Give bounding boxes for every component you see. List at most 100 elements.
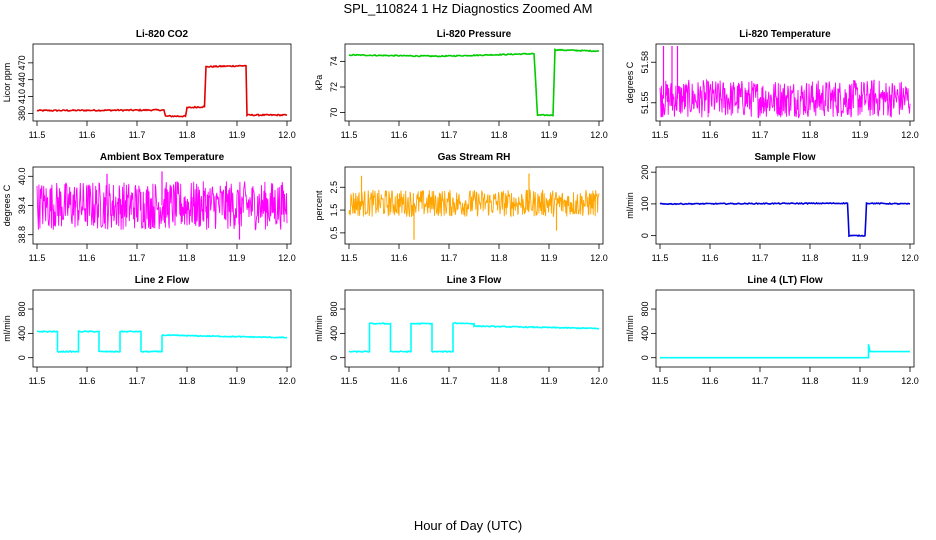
x-tick-label: 12.0 <box>901 130 919 140</box>
plot-frame <box>655 289 915 368</box>
y-tick-label: 100 <box>640 196 650 211</box>
y-tick-label: 40.0 <box>17 168 27 186</box>
x-tick-label: 12.0 <box>278 253 296 263</box>
x-tick-label: 11.8 <box>491 376 508 386</box>
y-tick-label: 70 <box>329 108 339 118</box>
x-tick-label: 11.5 <box>29 130 46 140</box>
x-tick-label: 11.7 <box>129 130 146 140</box>
y-tick-label: 2.5 <box>329 181 339 194</box>
x-tick-label: 11.5 <box>652 130 669 140</box>
y-tick-label: 800 <box>329 302 339 317</box>
x-tick-label: 11.9 <box>541 253 558 263</box>
x-tick-label: 11.8 <box>802 130 819 140</box>
panel-9: Line 4 (LT) Flow ml/min 11.5 11.6 11.7 11.8 11… <box>625 275 919 386</box>
y-tick-label: 400 <box>640 326 650 341</box>
x-tick-label: 11.5 <box>341 253 358 263</box>
x-tick-label: 12.0 <box>590 376 608 386</box>
panel-title: Li-820 CO2 <box>136 29 189 40</box>
x-tick-label: 11.9 <box>852 130 869 140</box>
y-tick-label: 51.58 <box>640 51 650 74</box>
x-tick-label: 12.0 <box>278 376 296 386</box>
panel-title: Ambient Box Temperature <box>100 152 225 163</box>
panel-title: Line 2 Flow <box>135 275 190 286</box>
x-tick-label: 11.7 <box>441 130 458 140</box>
x-tick-label: 11.5 <box>29 253 46 263</box>
y-axis-label: ml/min <box>625 192 635 219</box>
panel-7: Line 2 Flow ml/min 11.5 11.6 11.7 11.8 11.9 12.… <box>2 275 296 386</box>
x-tick-label: 11.7 <box>129 376 146 386</box>
y-axis-label: kPa <box>314 75 324 91</box>
panel-5: Gas Stream RH percent 11.5 11.6 11.7 11.8 11.9… <box>314 152 608 263</box>
series-line <box>36 330 288 354</box>
series-line <box>660 344 910 359</box>
x-tick-label: 11.7 <box>441 253 458 263</box>
plot-frame <box>32 43 292 122</box>
x-tick-label: 12.0 <box>278 130 296 140</box>
panel-title: Li-820 Pressure <box>437 29 512 40</box>
panel-title: Line 3 Flow <box>447 275 502 286</box>
x-tick-label: 11.6 <box>79 253 96 263</box>
x-tick-label: 12.0 <box>590 130 608 140</box>
y-tick-label: 800 <box>17 302 27 317</box>
series-line <box>36 181 288 231</box>
x-tick-label: 11.9 <box>229 253 246 263</box>
x-tick-label: 11.9 <box>229 376 246 386</box>
y-axis-label: percent <box>314 190 324 221</box>
panel-8: Line 3 Flow ml/min 11.5 11.6 11.7 11.8 11.9 12.… <box>314 275 608 386</box>
series-line <box>36 64 288 118</box>
x-tick-label: 11.8 <box>491 130 508 140</box>
x-tick-label: 11.6 <box>702 130 719 140</box>
y-tick-label: 38.8 <box>17 226 27 244</box>
plot-frame <box>32 289 292 368</box>
y-tick-label: 0.5 <box>329 227 339 240</box>
x-tick-label: 11.6 <box>391 130 408 140</box>
x-tick-label: 11.9 <box>541 130 558 140</box>
x-axis-label: Hour of Day (UTC) <box>413 518 523 533</box>
panel-4: Ambient Box Temperature degrees C 11.5 11.6… <box>2 152 296 263</box>
y-tick-label: 400 <box>17 326 27 341</box>
panel-title: Li-820 Temperature <box>739 29 831 40</box>
series-line <box>348 321 600 354</box>
x-tick-label: 11.5 <box>341 130 358 140</box>
plot-frame <box>344 43 604 122</box>
y-tick-label: 0 <box>17 355 27 360</box>
panel-6: Sample Flow ml/min 11.5 11.6 11.7 11.8 11.9 12.… <box>625 152 919 263</box>
x-tick-label: 11.7 <box>441 376 458 386</box>
panel-title: Sample Flow <box>754 152 815 163</box>
plot-frame <box>655 166 915 245</box>
x-tick-label: 11.9 <box>852 376 869 386</box>
y-tick-label: 72 <box>329 82 339 92</box>
x-tick-label: 12.0 <box>901 253 919 263</box>
plot-frame <box>655 43 915 122</box>
y-tick-label: 800 <box>640 302 650 317</box>
x-tick-label: 11.8 <box>179 253 196 263</box>
x-tick-label: 11.8 <box>802 253 819 263</box>
y-axis-label: ml/min <box>314 315 324 342</box>
x-tick-label: 11.8 <box>491 253 508 263</box>
y-tick-label: 1.5 <box>329 204 339 217</box>
x-tick-label: 11.7 <box>752 376 769 386</box>
y-tick-label: 200 <box>640 165 650 180</box>
x-tick-label: 11.6 <box>79 376 96 386</box>
y-axis-label: ml/min <box>625 315 635 342</box>
x-tick-label: 12.0 <box>590 253 608 263</box>
x-tick-label: 11.5 <box>652 253 669 263</box>
panel-2: Li-820 Pressure kPa 11.5 11.6 11.7 11.8 11.9 12… <box>314 29 608 140</box>
y-axis-label: Licor ppm <box>2 63 12 103</box>
x-tick-label: 11.5 <box>652 376 669 386</box>
x-tick-label: 12.0 <box>901 376 919 386</box>
x-tick-label: 11.5 <box>341 376 358 386</box>
y-tick-label: 410 <box>17 89 27 104</box>
x-tick-label: 11.6 <box>79 130 96 140</box>
x-tick-label: 11.9 <box>852 253 869 263</box>
y-tick-label: 39.4 <box>17 197 27 215</box>
y-tick-label: 51.55 <box>640 92 650 115</box>
panel-title: Line 4 (LT) Flow <box>747 275 823 286</box>
y-tick-label: 380 <box>17 106 27 121</box>
y-tick-label: 0 <box>640 355 650 360</box>
series-line <box>659 78 911 119</box>
x-tick-label: 11.6 <box>391 376 408 386</box>
series-line <box>348 47 600 117</box>
y-axis-label: degrees C <box>625 61 635 103</box>
y-tick-label: 0 <box>640 233 650 238</box>
